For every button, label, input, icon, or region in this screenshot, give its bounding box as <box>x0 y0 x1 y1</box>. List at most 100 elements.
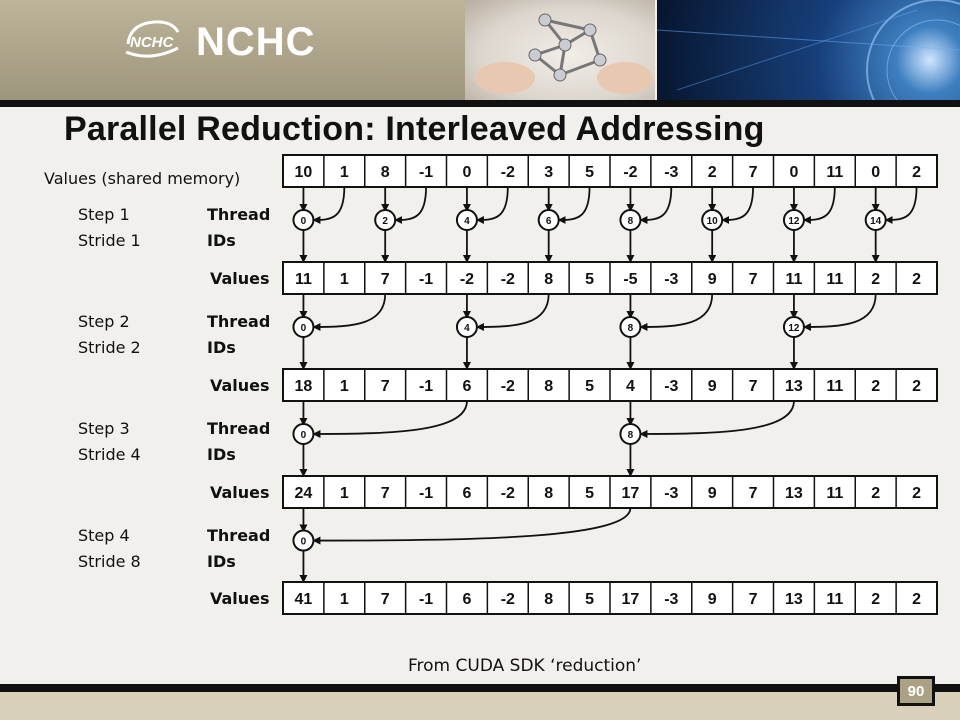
value-cell: 10 <box>295 164 313 181</box>
footer-divider <box>0 684 960 692</box>
thread-id-label: 0 <box>301 323 307 334</box>
value-cell: -1 <box>419 378 433 395</box>
neighbor-arrow <box>312 400 468 438</box>
thread-id-label: 4 <box>464 216 470 227</box>
neighbor-arrow <box>475 186 509 224</box>
header-banner: NCHC NCHC <box>0 0 960 100</box>
thread-id-label: 8 <box>628 323 634 334</box>
nchc-logo-icon: NCHC <box>125 20 180 58</box>
logo-mark-text: NCHC <box>130 34 174 51</box>
value-cell: 17 <box>622 485 640 502</box>
value-cell: -1 <box>419 164 433 181</box>
value-cell: -1 <box>419 591 433 608</box>
value-cell: 11 <box>826 591 843 608</box>
value-cell: 18 <box>295 378 313 395</box>
value-cell: 2 <box>871 591 880 608</box>
value-cell: 0 <box>789 164 798 181</box>
value-cell: 5 <box>585 271 594 288</box>
value-cell: 17 <box>622 591 640 608</box>
source-note: From CUDA SDK ‘reduction’ <box>408 656 642 676</box>
value-cell: 0 <box>871 164 880 181</box>
value-cell: 11 <box>295 271 312 288</box>
thread-id-label: 8 <box>628 216 634 227</box>
neighbor-arrow <box>475 293 550 331</box>
value-cell: 2 <box>871 485 880 502</box>
neighbor-arrow <box>802 293 877 331</box>
value-cell: 9 <box>708 271 717 288</box>
value-cell: -5 <box>623 271 637 288</box>
value-cell: 6 <box>462 591 471 608</box>
value-cell: 1 <box>340 271 349 288</box>
value-cell: 8 <box>381 164 390 181</box>
value-cell: -2 <box>501 271 515 288</box>
value-cell: 2 <box>871 271 880 288</box>
thread-label: Thread <box>207 312 271 331</box>
values-row: 41 1 7 -1 6 -2 8 5 17 -3 9 7 13 11 2 2 <box>282 581 938 615</box>
step-2-threads: 0 4 8 12 <box>292 293 877 370</box>
values-label: Values <box>210 269 270 288</box>
neighbor-arrow <box>639 293 714 331</box>
value-cell: 11 <box>826 271 843 288</box>
value-cell: 13 <box>785 378 803 395</box>
thread-label: Thread <box>207 205 271 224</box>
value-cell: -2 <box>501 591 515 608</box>
value-cell: 5 <box>585 378 594 395</box>
slide-title: Parallel Reduction: Interleaved Addressi… <box>64 110 765 148</box>
globe-icon <box>656 0 960 100</box>
value-cell: 24 <box>295 485 313 502</box>
thread-id-label: 2 <box>382 216 388 227</box>
value-cell: -2 <box>460 271 474 288</box>
header-divider <box>0 100 960 107</box>
value-cell: 13 <box>785 485 803 502</box>
thread-id-label: 12 <box>788 323 800 334</box>
thread-label: Thread <box>207 526 271 545</box>
value-cell: 6 <box>462 378 471 395</box>
value-cell: 13 <box>785 591 803 608</box>
value-cell: 11 <box>826 164 843 181</box>
value-cell: 7 <box>381 271 390 288</box>
value-cell: 2 <box>912 591 921 608</box>
value-cell: -2 <box>501 378 515 395</box>
value-cell: 7 <box>749 271 758 288</box>
value-cell: -3 <box>664 378 678 395</box>
thread-id-label: 6 <box>546 216 552 227</box>
value-cell: 1 <box>340 591 349 608</box>
ids-label: IDs <box>207 338 236 357</box>
value-cell: 1 <box>340 378 349 395</box>
values-row: 11 1 7 -1 -2 -2 8 5 -5 -3 9 7 11 11 2 2 <box>282 261 938 295</box>
stride-label: Stride 2 <box>78 338 141 357</box>
footer-band <box>0 692 960 720</box>
value-cell: 5 <box>585 164 594 181</box>
value-cell: -3 <box>664 164 678 181</box>
neighbor-arrow <box>557 186 591 224</box>
value-cell: -1 <box>419 271 433 288</box>
neighbor-arrow <box>639 400 795 438</box>
page-number: 90 <box>897 676 935 706</box>
value-cell: -2 <box>501 485 515 502</box>
molecule-icon <box>475 13 653 94</box>
neighbor-arrow <box>639 186 673 224</box>
value-cell: 2 <box>912 378 921 395</box>
stride-label: Stride 8 <box>78 552 141 571</box>
ids-label: IDs <box>207 552 236 571</box>
value-cell: 2 <box>912 164 921 181</box>
value-cell: 1 <box>340 164 349 181</box>
value-cell: 6 <box>462 485 471 502</box>
value-cell: -1 <box>419 485 433 502</box>
value-cell: 7 <box>749 164 758 181</box>
neighbor-arrow <box>312 186 346 224</box>
value-cell: 11 <box>785 271 802 288</box>
globe-network-photo <box>656 0 960 100</box>
value-cell: 2 <box>912 271 921 288</box>
value-cell: 9 <box>708 591 717 608</box>
values-label: Values <box>210 483 270 502</box>
banner-left-panel: NCHC NCHC <box>0 0 465 100</box>
neighbor-arrow <box>721 186 754 224</box>
step-1-threads: 0 2 4 6 8 10 12 14 <box>292 186 918 263</box>
value-cell: 8 <box>544 485 553 502</box>
value-cell: 3 <box>544 164 553 181</box>
value-cell: 2 <box>912 485 921 502</box>
ids-label: IDs <box>207 231 236 250</box>
